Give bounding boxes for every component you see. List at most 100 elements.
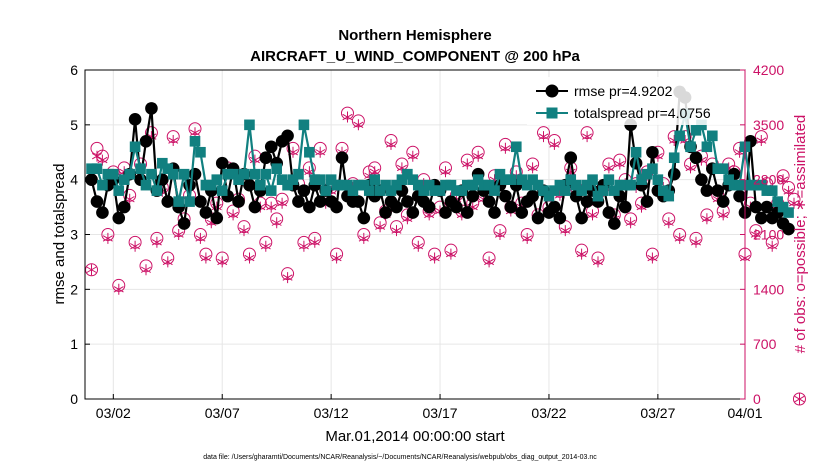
data-point: [619, 179, 631, 191]
data-point: [792, 392, 806, 406]
data-point: [194, 195, 207, 208]
data-point: [450, 200, 463, 214]
y2-ticks: 0 700 1400 2100 2800 3500 4200: [740, 62, 784, 407]
data-point: [342, 179, 353, 191]
data-point: [199, 206, 213, 219]
data-point: [647, 252, 658, 264]
data-point: [412, 179, 424, 191]
data-point: [548, 200, 561, 214]
data-point: [755, 211, 768, 225]
data-point: [259, 151, 273, 165]
data-point: [766, 185, 778, 196]
data-point: [723, 174, 734, 185]
data-point: [538, 131, 549, 143]
data-point: [287, 174, 299, 185]
data-point: [128, 113, 142, 126]
data-point: [646, 145, 659, 159]
data-point: [292, 195, 305, 208]
data-point: [215, 156, 229, 170]
data-point: [499, 189, 512, 203]
legend: rmse pr=4.9202 totalspread pr=4.0756: [527, 77, 740, 125]
data-point: [582, 131, 593, 143]
data-point: [489, 185, 500, 196]
data-point: [129, 141, 141, 153]
data-point: [674, 232, 685, 244]
x-tick-label: 04/01: [727, 405, 762, 421]
data-point: [266, 201, 277, 213]
data-point: [663, 217, 674, 229]
y-tick-label: 5: [70, 117, 78, 133]
data-point: [718, 209, 729, 221]
legend-rmse-marker: [545, 84, 559, 98]
data-point: [592, 256, 603, 268]
data-point: [108, 168, 119, 180]
data-point: [592, 190, 604, 202]
data-point: [761, 185, 773, 196]
data-point: [614, 179, 626, 191]
data-point: [374, 185, 386, 196]
data-point: [608, 217, 621, 230]
data-point: [526, 189, 539, 203]
data-point: [233, 174, 244, 185]
data-point: [353, 179, 364, 191]
data-point: [243, 178, 256, 192]
data-point: [298, 240, 309, 252]
data-point: [532, 179, 544, 191]
data-point: [282, 179, 293, 191]
data-point: [510, 141, 522, 153]
data-point: [402, 168, 413, 180]
data-point: [728, 179, 740, 191]
data-point: [124, 168, 135, 180]
y-ticks: 0 1 2 3 4 5 6: [70, 62, 90, 407]
data-point: [668, 152, 680, 164]
data-point: [440, 166, 451, 178]
data-point: [462, 158, 473, 170]
data-point: [184, 196, 195, 207]
data-point: [401, 195, 414, 208]
chart-title: Northern Hemisphere: [338, 27, 491, 44]
y2-tick-label: 700: [753, 336, 777, 352]
data-point: [484, 256, 495, 268]
y2-tick-label: 1400: [753, 281, 784, 297]
data-point: [598, 185, 609, 196]
data-point: [658, 185, 669, 196]
data-point: [488, 206, 501, 219]
data-point: [717, 163, 729, 174]
x-tick-label: 03/22: [531, 405, 566, 421]
data-point: [549, 138, 560, 150]
data-point: [353, 119, 364, 131]
data-point: [783, 207, 794, 218]
data-point: [391, 225, 402, 237]
data-point: [701, 141, 713, 153]
data-point: [396, 174, 408, 185]
data-point: [151, 185, 163, 196]
data-point: [96, 206, 109, 219]
data-point: [91, 163, 103, 174]
data-point: [576, 248, 587, 260]
data-point: [390, 200, 403, 214]
data-point: [85, 263, 99, 277]
data-point: [418, 185, 430, 196]
data-point: [575, 211, 588, 225]
data-point: [130, 240, 141, 252]
data-point: [385, 185, 397, 196]
x-tick-label: 03/07: [205, 405, 240, 421]
data-point: [173, 196, 184, 207]
data-point: [320, 185, 331, 196]
data-point: [386, 138, 397, 150]
series-totalspread-1: [86, 108, 794, 218]
data-point: [603, 162, 614, 174]
data-point: [750, 179, 762, 191]
data-point: [472, 174, 484, 185]
y2-tick-label: 2100: [753, 227, 784, 243]
y2-tick-label: 0: [753, 391, 761, 407]
data-point: [531, 211, 545, 225]
data-point: [445, 248, 456, 260]
y-tick-label: 3: [70, 227, 78, 243]
data-point: [264, 140, 278, 154]
data-point: [157, 157, 168, 169]
data-point: [139, 134, 153, 148]
data-point: [406, 206, 420, 219]
legend-spread-marker: [546, 107, 558, 119]
